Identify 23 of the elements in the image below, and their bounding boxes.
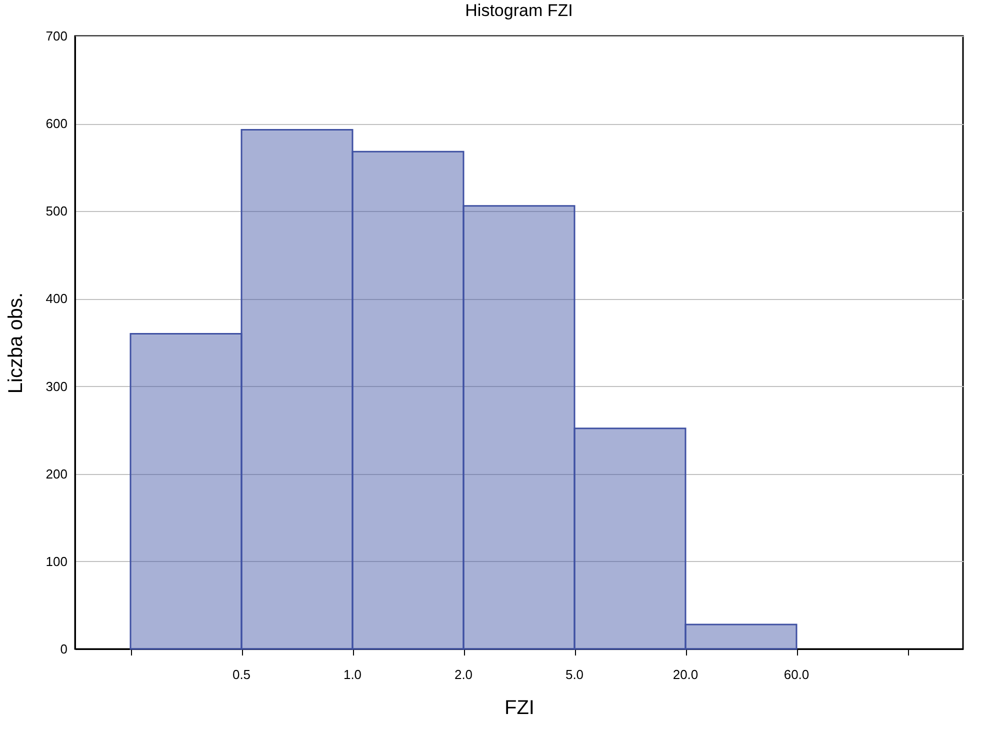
y-tick-label: 0 — [60, 642, 68, 656]
bar — [130, 332, 242, 650]
bar — [240, 128, 354, 650]
y-tick-label: 600 — [46, 116, 68, 132]
text: 5.0 — [565, 667, 584, 682]
y-tick-label: 300 — [46, 378, 68, 394]
x-axis-title: FZI — [504, 697, 534, 719]
y-tick-label: 500 — [46, 204, 68, 219]
text: 20.0 — [672, 667, 698, 682]
chart-title: Histogram FZI — [465, 1, 573, 20]
text: 60.0 — [784, 667, 810, 682]
text: 1.0 — [343, 667, 362, 682]
bar — [462, 205, 576, 650]
y-tick-label: 100 — [46, 554, 68, 569]
bar — [684, 624, 798, 650]
y-tick-label: 700 — [46, 28, 68, 44]
y-axis-title: Liczba obs. — [4, 292, 27, 394]
bar — [574, 428, 686, 650]
y-tick-label: 400 — [46, 291, 68, 306]
y-tick-label: 200 — [46, 466, 68, 482]
text: 0.5 — [232, 667, 251, 682]
text: 2.0 — [454, 667, 473, 682]
bar — [352, 150, 464, 650]
